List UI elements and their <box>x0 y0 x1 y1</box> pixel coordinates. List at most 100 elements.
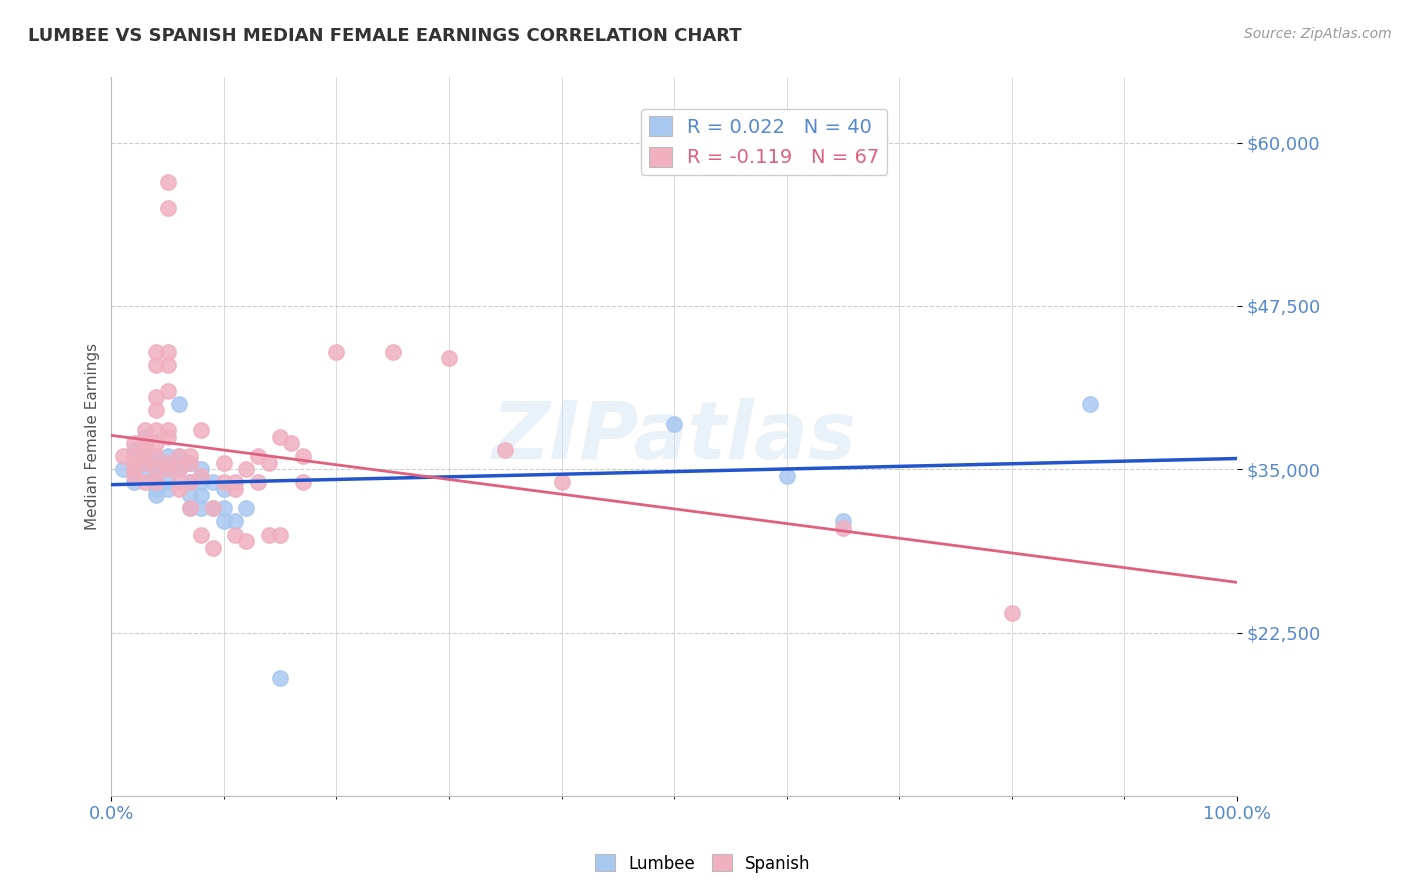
Point <box>156 456 179 470</box>
Point <box>145 462 167 476</box>
Point <box>291 475 314 490</box>
Point <box>224 527 246 541</box>
Point <box>134 456 156 470</box>
Point <box>156 344 179 359</box>
Point <box>156 475 179 490</box>
Point <box>190 468 212 483</box>
Point <box>145 403 167 417</box>
Point <box>550 475 572 490</box>
Point <box>235 534 257 549</box>
Point <box>167 449 190 463</box>
Point <box>179 456 201 470</box>
Point <box>179 456 201 470</box>
Point <box>134 442 156 457</box>
Point <box>201 501 224 516</box>
Point <box>662 417 685 431</box>
Point <box>145 423 167 437</box>
Point <box>156 358 179 372</box>
Point <box>212 501 235 516</box>
Point <box>134 468 156 483</box>
Legend: Lumbee, Spanish: Lumbee, Spanish <box>589 847 817 880</box>
Point <box>145 475 167 490</box>
Point <box>235 501 257 516</box>
Point <box>167 482 190 496</box>
Point <box>1080 397 1102 411</box>
Point <box>190 462 212 476</box>
Point <box>269 429 291 443</box>
Point <box>167 462 190 476</box>
Y-axis label: Median Female Earnings: Median Female Earnings <box>86 343 100 530</box>
Point <box>122 462 145 476</box>
Point <box>156 175 179 189</box>
Point <box>134 456 156 470</box>
Point <box>122 436 145 450</box>
Point <box>190 488 212 502</box>
Point <box>145 462 167 476</box>
Point <box>122 462 145 476</box>
Point <box>190 527 212 541</box>
Point <box>201 475 224 490</box>
Point <box>179 501 201 516</box>
Point <box>280 436 302 450</box>
Point <box>167 462 190 476</box>
Point <box>831 521 853 535</box>
Point <box>775 468 797 483</box>
Point <box>224 475 246 490</box>
Point <box>190 501 212 516</box>
Point <box>437 351 460 366</box>
Point <box>145 488 167 502</box>
Point <box>134 475 156 490</box>
Point <box>156 449 179 463</box>
Text: Source: ZipAtlas.com: Source: ZipAtlas.com <box>1244 27 1392 41</box>
Point <box>212 475 235 490</box>
Point <box>145 449 167 463</box>
Point <box>134 429 156 443</box>
Point <box>269 671 291 685</box>
Point <box>156 429 179 443</box>
Point <box>246 475 269 490</box>
Point <box>167 475 190 490</box>
Point <box>167 449 190 463</box>
Point <box>134 436 156 450</box>
Point <box>122 449 145 463</box>
Point <box>1001 606 1024 620</box>
Point <box>179 475 201 490</box>
Point <box>212 515 235 529</box>
Point <box>831 515 853 529</box>
Point <box>134 449 156 463</box>
Point <box>122 442 145 457</box>
Point <box>111 462 134 476</box>
Text: ZIPatlas: ZIPatlas <box>492 398 856 475</box>
Point <box>246 449 269 463</box>
Point <box>156 384 179 398</box>
Point <box>134 449 156 463</box>
Point <box>212 482 235 496</box>
Point <box>145 468 167 483</box>
Point <box>145 344 167 359</box>
Point <box>156 462 179 476</box>
Point <box>145 436 167 450</box>
Point <box>212 456 235 470</box>
Point <box>145 391 167 405</box>
Point <box>190 475 212 490</box>
Point <box>134 436 156 450</box>
Point <box>190 423 212 437</box>
Point <box>156 482 179 496</box>
Point <box>156 462 179 476</box>
Point <box>122 456 145 470</box>
Point <box>156 423 179 437</box>
Point <box>145 449 167 463</box>
Point <box>257 456 280 470</box>
Point <box>201 501 224 516</box>
Point <box>145 482 167 496</box>
Point <box>494 442 516 457</box>
Point <box>201 541 224 555</box>
Point <box>122 468 145 483</box>
Point <box>134 423 156 437</box>
Point <box>325 344 347 359</box>
Point <box>179 501 201 516</box>
Point <box>269 527 291 541</box>
Point <box>167 397 190 411</box>
Point <box>291 449 314 463</box>
Legend: R = 0.022   N = 40, R = -0.119   N = 67: R = 0.022 N = 40, R = -0.119 N = 67 <box>641 109 887 175</box>
